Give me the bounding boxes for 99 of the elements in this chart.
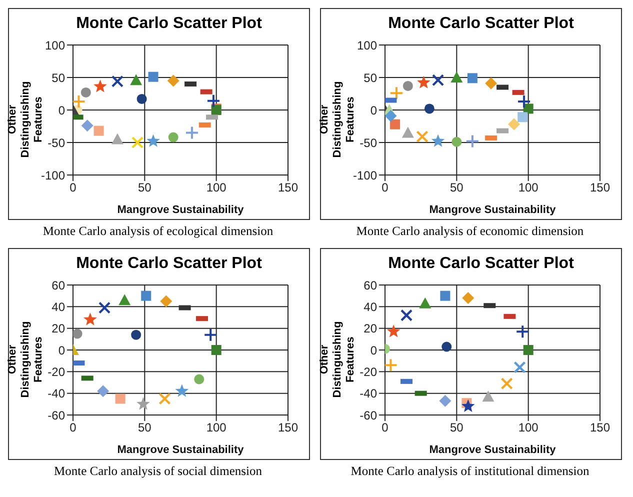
point: [485, 77, 498, 90]
y-tick-label: -40: [48, 386, 66, 401]
y-tick-label: 60: [52, 278, 66, 292]
point: [84, 312, 97, 326]
point: [508, 118, 520, 130]
y-tick-label: 40: [52, 300, 66, 314]
point: [141, 290, 152, 301]
point: [439, 394, 452, 407]
point: [514, 361, 526, 374]
y-axis-title: Other Distinguishing Features: [318, 80, 358, 158]
point: [417, 76, 430, 88]
point: [167, 74, 180, 87]
text: Monte Carlo analysis of ecological dimension: [42, 224, 274, 239]
x-tick-label: 0: [70, 180, 77, 195]
text: Monte Carlo analysis of economic dimension: [355, 224, 585, 239]
y-tick-label: 40: [364, 300, 378, 314]
x-tick-label: 150: [278, 420, 298, 435]
x-tick-label: 100: [206, 180, 227, 195]
point: [131, 136, 144, 149]
y-axis-title: Other Distinguishing Features: [6, 80, 46, 158]
point: [80, 87, 91, 98]
x-axis-title: Mangrove Sustainability: [429, 444, 557, 456]
point: [175, 384, 189, 397]
point: [136, 94, 147, 104]
point: [467, 73, 478, 84]
point: [158, 392, 171, 405]
point: [94, 80, 107, 92]
chart-title: Monte Carlo Scatter Plot: [387, 15, 575, 33]
chart-title: Monte Carlo Scatter Plot: [387, 255, 575, 273]
y-tick-label: 50: [52, 70, 66, 85]
x-tick-label: 150: [590, 420, 610, 435]
y-tick-label: 100: [44, 38, 66, 52]
x-tick-label: 0: [382, 180, 389, 195]
y-tick-label: 60: [364, 278, 378, 292]
point: [194, 374, 204, 384]
y-tick-label: -20: [360, 364, 378, 379]
point: [386, 324, 400, 338]
x-tick-label: 150: [590, 180, 610, 195]
y-tick-label: 50: [364, 70, 378, 85]
chart-title: Monte Carlo Scatter Plot: [75, 15, 263, 33]
point: [390, 119, 400, 130]
y-tick-label: -60: [360, 408, 378, 422]
point: [462, 292, 474, 304]
point: [419, 297, 432, 308]
y-axis-title: Other Distinguishing Features: [6, 320, 46, 398]
y-tick-label: -50: [360, 136, 378, 150]
point: [136, 397, 150, 410]
y-tick-label: 20: [364, 322, 378, 336]
y-tick-label: 0: [58, 103, 66, 118]
y-axis-title: Other Distinguishing Features: [318, 320, 358, 398]
point: [402, 80, 413, 91]
point: [73, 94, 86, 109]
y-tick-label: 100: [356, 38, 378, 52]
point: [94, 126, 104, 136]
point: [130, 74, 142, 86]
y-tick-label: -40: [360, 386, 378, 401]
point: [168, 132, 178, 142]
point: [160, 295, 172, 308]
x-tick-label: 100: [206, 420, 227, 435]
y-tick-label: -20: [48, 364, 66, 379]
x-tick-label: 0: [382, 420, 389, 435]
x-tick-label: 50: [450, 180, 464, 195]
y-tick-label: 20: [52, 322, 66, 336]
y-tick-label: -50: [48, 136, 66, 150]
point: [482, 390, 494, 402]
text: Monte Carlo analysis of institutional dimension: [350, 464, 590, 479]
point: [450, 72, 463, 82]
x-axis-title: Mangrove Sustainability: [117, 444, 245, 456]
point: [424, 104, 434, 114]
point: [523, 345, 534, 355]
x-tick-label: 150: [278, 180, 298, 195]
x-tick-label: 50: [138, 180, 152, 195]
point: [452, 136, 462, 147]
y-tick-label: 0: [370, 103, 378, 118]
x-tick-label: 100: [518, 180, 539, 195]
point: [211, 345, 222, 355]
x-tick-label: 50: [138, 420, 152, 435]
point: [131, 330, 142, 340]
x-axis-title: Mangrove Sustainability: [429, 204, 557, 216]
chart-title: Monte Carlo Scatter Plot: [75, 255, 263, 273]
y-tick-label: -100: [352, 168, 378, 182]
point: [204, 328, 218, 342]
y-tick-label: -100: [40, 168, 66, 182]
y-tick-label: 0: [58, 343, 66, 358]
point: [146, 134, 160, 147]
point: [148, 72, 158, 82]
point: [73, 328, 82, 339]
x-tick-label: 0: [70, 420, 77, 435]
point: [115, 394, 126, 404]
point: [465, 134, 480, 148]
x-tick-label: 50: [450, 420, 464, 435]
y-tick-label: 0: [370, 343, 378, 358]
point: [440, 290, 450, 301]
text: Monte Carlo analysis of social dimension: [53, 464, 263, 479]
y-tick-label: -60: [48, 408, 66, 422]
point: [518, 112, 528, 122]
point: [97, 385, 110, 398]
x-axis-title: Mangrove Sustainability: [117, 204, 245, 216]
x-tick-label: 100: [518, 420, 539, 435]
